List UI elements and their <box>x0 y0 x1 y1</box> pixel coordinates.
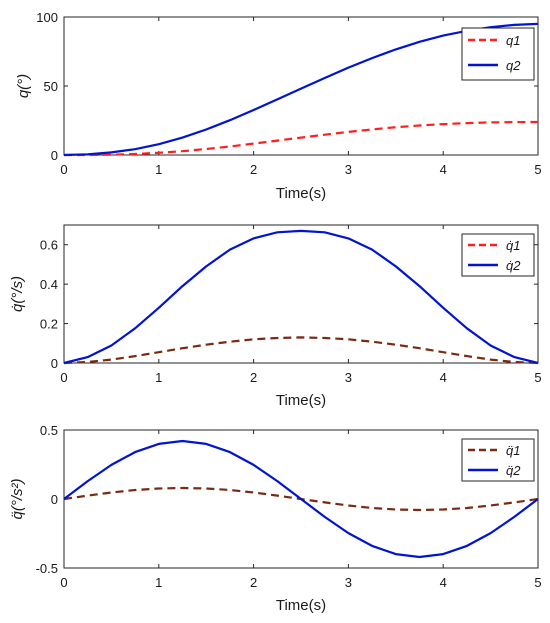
y-tick-label: 0 <box>51 492 58 507</box>
legend-label-qddot1: q̈1 <box>506 443 520 458</box>
legend-label-qddot2: q̈2 <box>506 463 521 478</box>
series-line-1 <box>64 120 539 157</box>
x-tick-label: 2 <box>250 162 257 177</box>
legend-label-qdot2: q̇2 <box>506 258 521 273</box>
legend: q̇1 q̇2 <box>461 233 535 277</box>
tick-labels: 0 1 2 3 4 5-0.500.5 <box>36 423 542 590</box>
legend-label-q1: q1 <box>506 33 520 48</box>
x-axis-label: Time(s) <box>276 392 326 409</box>
series-line-2 <box>63 229 539 365</box>
y-tick-label: -0.5 <box>36 561 58 576</box>
x-tick-label: 1 <box>155 370 162 385</box>
legend-box <box>461 27 535 81</box>
x-tick-label: 0 <box>60 575 67 590</box>
series-line-2 <box>63 439 539 559</box>
y-tick-label: 0.5 <box>40 423 58 438</box>
plot-area <box>63 224 539 364</box>
series-layer <box>63 439 539 559</box>
y-tick-label: 0.2 <box>40 317 58 332</box>
x-axis-label: Time(s) <box>276 597 326 614</box>
y-tick-label: 0.4 <box>40 277 58 292</box>
y-tick-label: 100 <box>36 10 58 25</box>
x-tick-label: 5 <box>534 162 541 177</box>
series-layer <box>63 229 539 365</box>
tick-labels: 0 1 2 3 4 5 0 0.2 0.4 0.6 <box>40 238 542 385</box>
plot-area <box>63 16 539 156</box>
x-tick-label: 3 <box>345 575 352 590</box>
chart-panel-acceleration: 0 1 2 3 4 5-0.500.5 Time(s) q̈(°/s²) q̈1 q̈2 <box>9 423 542 614</box>
legend-box <box>461 233 535 277</box>
x-tick-label: 5 <box>534 370 541 385</box>
x-tick-label: 5 <box>534 575 541 590</box>
x-tick-label: 0 <box>60 370 67 385</box>
series-line-2 <box>63 22 539 157</box>
x-tick-label: 4 <box>440 575 447 590</box>
series-layer <box>63 22 539 157</box>
legend: q1 q2 <box>461 27 535 81</box>
x-tick-label: 3 <box>345 370 352 385</box>
legend-label-qdot1: q̇1 <box>506 238 520 253</box>
y-tick-label: 0.6 <box>40 238 58 253</box>
y-axis-label: q̇(°/s) <box>9 276 26 312</box>
y-axis-label: q(°) <box>15 74 32 98</box>
legend: q̈1 q̈2 <box>461 438 535 482</box>
y-tick-label: 50 <box>44 79 58 94</box>
x-tick-label: 2 <box>250 370 257 385</box>
x-axis-label: Time(s) <box>276 185 326 202</box>
x-tick-label: 1 <box>155 162 162 177</box>
chart-panel-velocity: 0 1 2 3 4 5 0 0.2 0.4 0.6 Time(s) q̇(°/s) q̇1 q̇2 <box>9 224 542 409</box>
y-tick-label: 0 <box>51 356 58 371</box>
x-tick-label: 4 <box>440 370 447 385</box>
x-tick-label: 2 <box>250 575 257 590</box>
x-tick-label: 1 <box>155 575 162 590</box>
series-line-1 <box>63 336 539 365</box>
legend-label-q2: q2 <box>506 58 521 73</box>
legend-box <box>461 438 535 482</box>
y-tick-label: 0 <box>51 148 58 163</box>
x-tick-label: 3 <box>345 162 352 177</box>
x-tick-label: 4 <box>440 162 447 177</box>
axis-ticks <box>63 16 539 156</box>
x-tick-label: 0 <box>60 162 67 177</box>
y-axis-label: q̈(°/s²) <box>9 479 26 520</box>
